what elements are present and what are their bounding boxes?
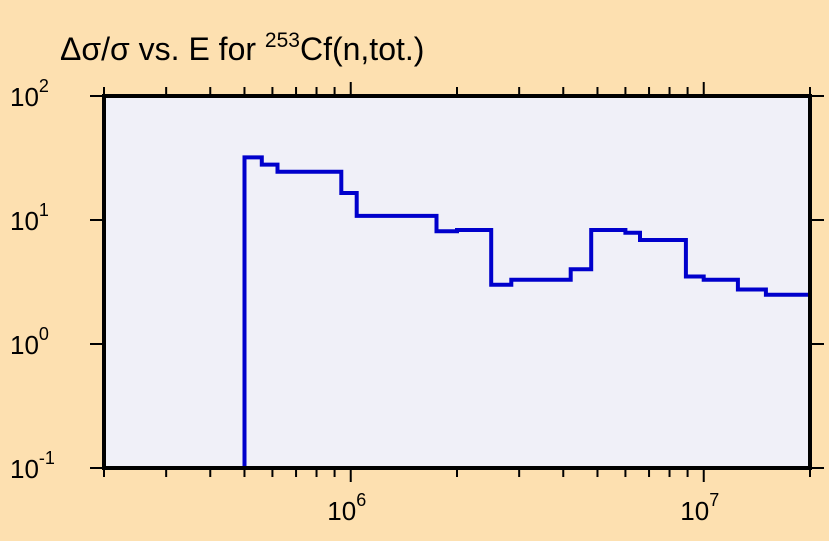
title-prefix: Δσ/σ vs. E for: [60, 31, 265, 67]
y-tick-label: 100: [10, 324, 49, 360]
x-tick-label: 106: [327, 490, 366, 526]
plot-frame: [102, 94, 812, 470]
y-tick-label: 101: [10, 200, 49, 236]
chart-title: Δσ/σ vs. E for 253Cf(n,tot.): [60, 29, 424, 67]
title-suffix: Cf(n,tot.): [300, 31, 424, 67]
y-tick-label: 10-1: [10, 448, 55, 484]
axis-tick-labels: 106 107 10-1 100 101 102: [10, 76, 719, 526]
title-superscript: 253: [265, 29, 300, 52]
plot-area: [104, 96, 810, 468]
series-line: [242, 155, 812, 468]
x-tick-label: 107: [680, 490, 719, 526]
y-tick-label: 102: [10, 76, 49, 112]
